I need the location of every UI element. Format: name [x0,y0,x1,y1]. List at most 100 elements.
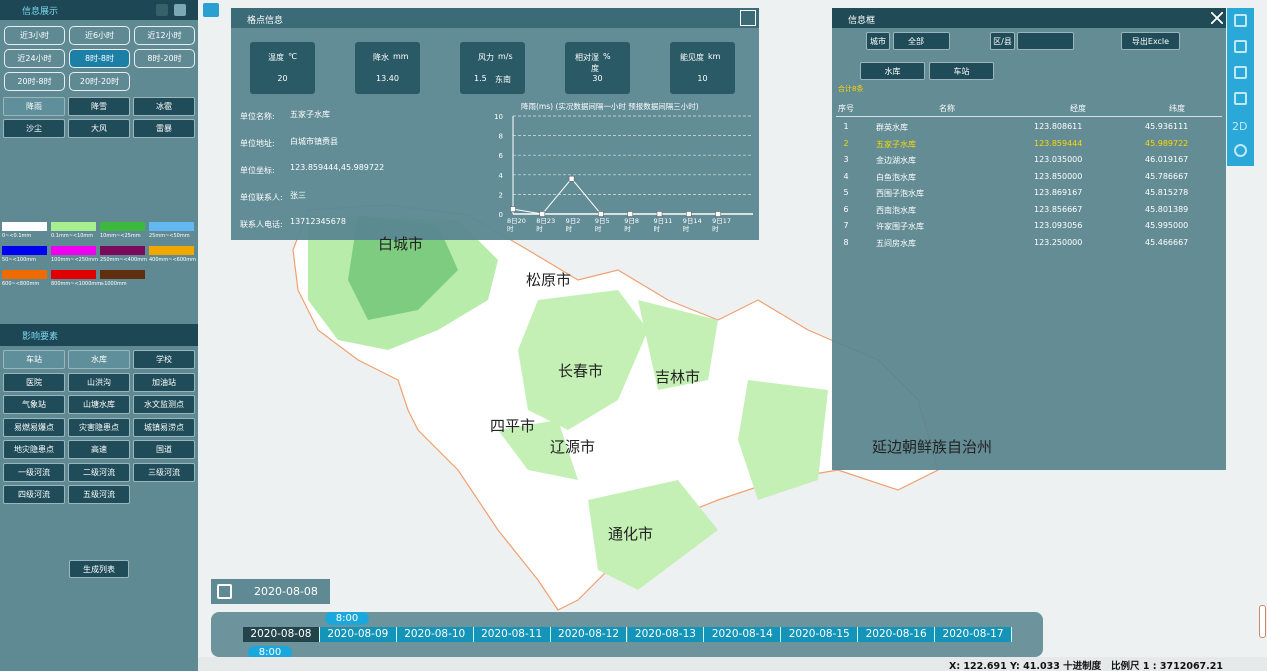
tool-icon[interactable] [1234,66,1247,79]
city-label: 四平市 [490,417,536,435]
field-value: 白城市镇赉县 [290,137,338,146]
chart-title: 降雨(ms) (实况数据间隔一小时 预报数据间隔三小时) [521,101,699,111]
map [292,204,939,611]
weather-button[interactable]: 降雪 [68,97,130,116]
weather-button[interactable]: 雷暴 [133,119,195,138]
export-button[interactable]: 导出Excle [1121,32,1180,50]
rain-point [686,211,692,217]
factor-button[interactable]: 山洪沟 [68,372,130,392]
timeline-date[interactable]: 2020-08-08 [243,627,320,642]
timeline-date[interactable]: 2020-08-15 [781,627,859,642]
timeline-date[interactable]: 2020-08-17 [935,627,1012,642]
card-name: 风力 [478,53,494,62]
factor-button[interactable]: 城镇易涝点 [133,417,195,437]
county-select[interactable] [1017,32,1074,50]
factor-button[interactable]: 灾害隐患点 [68,417,130,437]
table-cell: 123.856667 [1034,204,1083,214]
time-button[interactable]: 20时-8时 [4,72,65,91]
time-bubble[interactable]: 8:00 [325,612,369,625]
y-tick-label: 10 [494,113,503,121]
y-tick-label: 0 [499,211,503,219]
city-select[interactable]: 全部 [893,32,950,50]
close-button[interactable] [740,10,756,26]
scroll-thumb[interactable] [1259,605,1266,638]
weather-button[interactable]: 冰雹 [133,97,195,116]
timeline-date[interactable]: 2020-08-13 [627,627,705,642]
legend-label: 25mm~<50mm [149,233,190,239]
card-unit: ℃ [288,52,297,61]
card-unit: mm [393,52,409,61]
factor-button[interactable]: 医院 [3,372,65,392]
popup-header: 格点信息 [231,8,759,28]
weather-button[interactable]: 降雨 [3,97,65,116]
time-bubble[interactable]: 8:00 [248,646,292,659]
timeline-date[interactable]: 2020-08-16 [858,627,936,642]
field-label: 单位地址: [240,139,275,148]
field-label: 联系人电话: [240,220,283,229]
toolbox-icon[interactable] [203,3,219,17]
tool-icon[interactable] [1234,144,1247,157]
factor-button[interactable]: 车站 [3,350,65,369]
factor-button[interactable]: 一级河流 [3,462,65,482]
factor-button[interactable]: 二级河流 [68,462,130,482]
tool-2d[interactable]: 2D [1232,120,1248,133]
legend-swatch [2,222,47,231]
time-button[interactable]: 近24小时 [4,49,65,68]
factor-button[interactable]: 山塘水库 [68,395,130,414]
factor-button[interactable]: 国道 [133,440,195,459]
time-button[interactable]: 近12小时 [134,26,195,45]
close-button[interactable] [1211,12,1223,24]
card-value: 13.40 [376,74,399,83]
timeline-date[interactable]: 2020-08-10 [396,627,474,642]
grid-popup: 格点信息 温度 ℃ 20 降水 mm 13.40 风力 m/s 1.5 东南 相对湿度% 30 能见度 km… [231,8,759,240]
table-cell: 123.808611 [1034,122,1083,131]
factor-button[interactable]: 水文监测点 [133,395,195,414]
factor-button[interactable]: 三级河流 [133,462,195,482]
time-button[interactable]: 近3小时 [4,26,65,45]
time-button[interactable]: 8时-20时 [134,49,195,68]
tool-icon[interactable] [1234,40,1247,53]
table-cell: 西围子泡水库 [876,189,924,198]
city-label: 长春市 [558,362,604,380]
time-button[interactable]: 近6小时 [69,26,130,45]
field-label: 单位联系人: [240,193,283,202]
header-tool[interactable] [156,4,168,16]
factor-button[interactable]: 高速 [68,440,130,459]
weather-button[interactable]: 大风 [68,119,130,138]
time-button[interactable]: 8时-8时 [69,49,130,68]
weather-button[interactable]: 沙尘 [3,119,65,138]
factor-button[interactable]: 地灾隐患点 [3,440,65,459]
tab-button[interactable]: 水库 [860,62,925,80]
rain-point [627,211,633,217]
table-cell: 五间房水库 [876,238,916,248]
x-tick-label: 8日20 时 [507,217,526,233]
card-unit: km [708,52,721,61]
table-cell: 46.019167 [1145,155,1189,164]
tool-icon[interactable] [1234,14,1247,27]
timeline-date[interactable]: 2020-08-12 [550,627,628,642]
header-tool[interactable] [174,4,186,16]
factor-button[interactable]: 气象站 [3,395,65,414]
factor-button[interactable]: 加油站 [133,372,195,392]
legend-swatch [149,246,194,255]
factor-button[interactable]: 学校 [133,350,195,369]
table-cell: 西南泡水库 [876,205,916,215]
timeline-date[interactable]: 2020-08-09 [319,627,397,642]
card-name: 相对湿度 [575,53,599,73]
factor-button[interactable]: 易燃易爆点 [3,417,65,437]
tab-button[interactable]: 车站 [929,62,994,80]
factor-button[interactable]: 四级河流 [3,485,65,504]
tool-icon[interactable] [1234,92,1247,105]
data-card: 相对湿度% 30 [565,42,630,94]
rain-point [539,211,546,217]
factor-button[interactable]: 水库 [68,350,130,369]
timeline-date[interactable]: 2020-08-14 [704,627,782,642]
time-button[interactable]: 20时-20时 [69,72,130,91]
factor-button[interactable]: 五级河流 [68,485,130,504]
table-cell: 白鱼泡水库 [876,172,916,182]
generate-button[interactable]: 生成列表 [69,560,129,578]
data-card: 温度 ℃ 20 [250,42,315,94]
timeline-date[interactable]: 2020-08-11 [473,627,551,642]
legend-label: 250mm~<400mm [100,257,147,263]
field-value: 13712345678 [290,217,346,226]
